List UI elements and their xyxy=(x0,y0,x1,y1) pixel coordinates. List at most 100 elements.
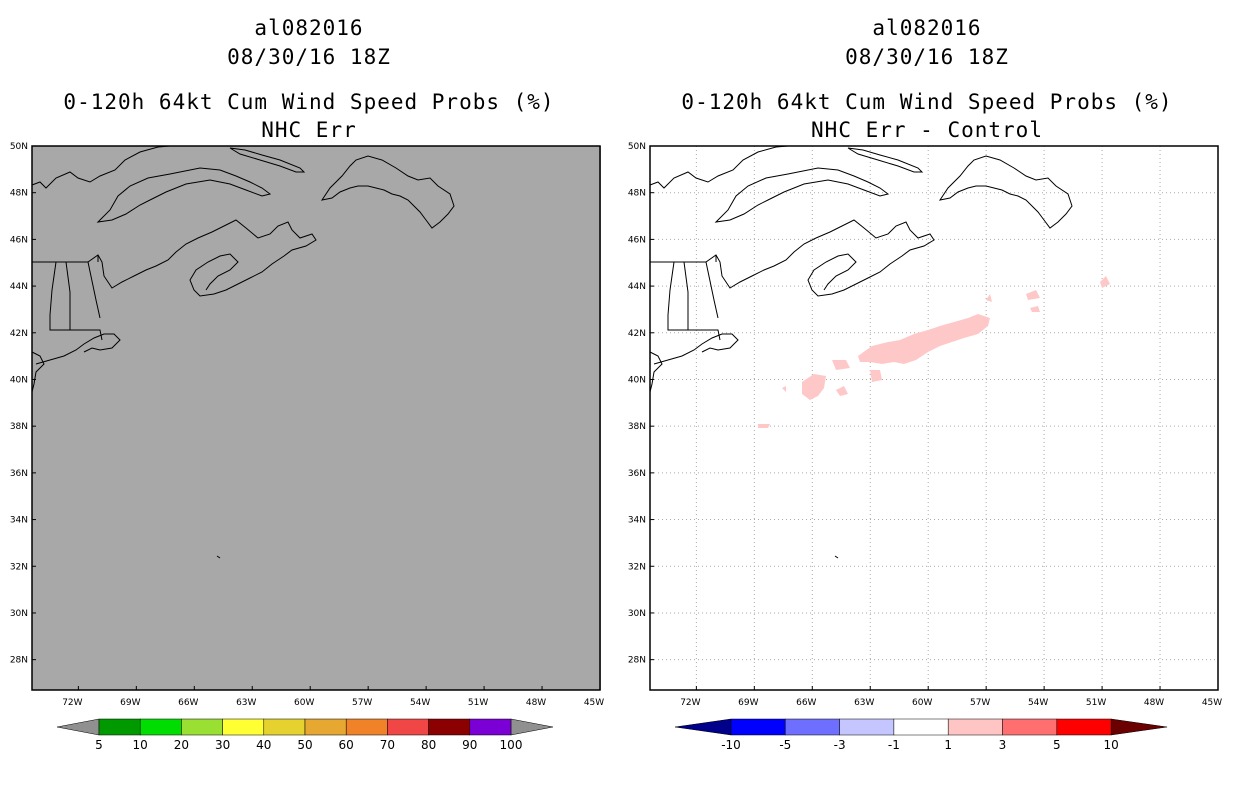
datetime: 08/30/16 18Z xyxy=(845,45,1009,69)
lat-label: 50N xyxy=(628,142,646,152)
storm-id: al082016 xyxy=(254,16,364,40)
lat-label: 40N xyxy=(10,375,28,385)
colorbar-segment xyxy=(730,718,786,736)
colorbar-label: 10 xyxy=(133,738,148,752)
colorbar-segment xyxy=(345,718,388,736)
lat-label: 46N xyxy=(628,235,646,245)
lon-label: 63W xyxy=(854,698,874,708)
lat-label: 28N xyxy=(10,656,28,666)
colorbar-svg: 5 10 20 30 40 50 60 70 80 90 100 xyxy=(56,718,554,752)
colorbar-arrow-right xyxy=(510,718,554,736)
lat-label: 42N xyxy=(10,329,28,339)
colorbar-segment xyxy=(893,718,949,736)
panel-subtitle: NHC Err - Control xyxy=(811,118,1043,142)
colorbar-label: -10 xyxy=(721,738,741,752)
lat-label: 40N xyxy=(628,375,646,385)
colorbar-segment xyxy=(947,718,1003,736)
lon-label: 69W xyxy=(738,698,758,708)
lon-label: 69W xyxy=(120,698,140,708)
lon-label: 45W xyxy=(1202,698,1222,708)
colorbar-label: 5 xyxy=(1053,738,1061,752)
colorbar-segment xyxy=(139,718,182,736)
colorbar-label: 20 xyxy=(174,738,189,752)
lat-label: 50N xyxy=(10,142,28,152)
left-panel: al082016 08/30/16 18Z 0-120h 64kt Cum Wi… xyxy=(10,16,604,752)
colorbar-label: 90 xyxy=(462,738,477,752)
colorbar-label: 60 xyxy=(339,738,354,752)
coastlines xyxy=(649,145,1073,559)
map-plot: 50N 48N 46N 44N 42N 40N 38N 36N 34N 32N 30N 28N 72W 6… xyxy=(10,142,604,708)
colorbar-segment xyxy=(469,718,512,736)
product-title: 0-120h 64kt Cum Wind Speed Probs (%) xyxy=(63,90,555,114)
colorbar-label: 10 xyxy=(1103,738,1118,752)
colorbar-segment xyxy=(263,718,306,736)
lon-label: 66W xyxy=(796,698,816,708)
colorbar-label: 50 xyxy=(297,738,312,752)
lon-label: 48W xyxy=(1144,698,1164,708)
colorbar-svg: -10 -5 -3 -1 1 3 5 10 xyxy=(674,718,1168,752)
lon-label: 54W xyxy=(1028,698,1048,708)
colorbar-label: -1 xyxy=(888,738,900,752)
colorbar-label: 1 xyxy=(944,738,952,752)
lat-label: 44N xyxy=(628,282,646,292)
colorbar-label: 30 xyxy=(215,738,230,752)
lon-label: 51W xyxy=(1086,698,1106,708)
lat-label: 28N xyxy=(628,656,646,666)
colorbar-segment xyxy=(222,718,265,736)
colorbar-segment xyxy=(839,718,895,736)
colorbar-segment xyxy=(387,718,429,736)
lon-label: 63W xyxy=(236,698,256,708)
map-frame xyxy=(649,145,1219,691)
lon-label: 66W xyxy=(178,698,198,708)
colorbar-arrow-left xyxy=(674,718,732,736)
lat-label: 44N xyxy=(10,282,28,292)
lat-label: 34N xyxy=(628,516,646,526)
lat-label: 42N xyxy=(628,329,646,339)
colorbar-segment xyxy=(1002,718,1058,736)
map-plot: 50N 48N 46N 44N 42N 40N 38N 36N 34N 32N 30N 28N 72W 6… xyxy=(628,142,1222,708)
lat-label: 32N xyxy=(10,562,28,572)
colorbar-label: -5 xyxy=(779,738,791,752)
lat-label: 48N xyxy=(10,189,28,199)
lon-label: 57W xyxy=(352,698,372,708)
lon-label: 72W xyxy=(62,698,82,708)
product-title: 0-120h 64kt Cum Wind Speed Probs (%) xyxy=(681,90,1173,114)
lon-label: 54W xyxy=(410,698,430,708)
colorbar-label: 100 xyxy=(500,738,523,752)
lat-label: 30N xyxy=(10,609,28,619)
lat-label: 34N xyxy=(10,516,28,526)
colorbar-segment xyxy=(181,718,223,736)
lat-label: 36N xyxy=(10,469,28,479)
lon-label: 51W xyxy=(468,698,488,708)
storm-id: al082016 xyxy=(872,16,982,40)
colorbar-segment xyxy=(98,718,141,736)
colorbar-label: -3 xyxy=(834,738,846,752)
lat-label: 38N xyxy=(10,422,28,432)
lat-label: 46N xyxy=(10,235,28,245)
lat-label: 32N xyxy=(628,562,646,572)
colorbar-segment xyxy=(428,718,471,736)
lat-label: 30N xyxy=(628,609,646,619)
colorbar-label: 80 xyxy=(421,738,436,752)
map-frame xyxy=(31,145,601,691)
map-background xyxy=(650,146,1218,690)
lon-label: 60W xyxy=(294,698,314,708)
lat-label: 38N xyxy=(628,422,646,432)
lat-label: 48N xyxy=(628,189,646,199)
colorbar-label: 3 xyxy=(999,738,1007,752)
colorbar-label: 40 xyxy=(256,738,271,752)
right-panel: al082016 08/30/16 18Z 0-120h 64kt Cum Wi… xyxy=(618,0,1236,800)
map-background xyxy=(32,146,601,690)
colorbar-label: 5 xyxy=(95,738,103,752)
coastlines xyxy=(31,145,455,559)
datetime: 08/30/16 18Z xyxy=(227,45,391,69)
lon-label: 60W xyxy=(912,698,932,708)
colorbar-segment xyxy=(785,718,840,736)
colorbar-segment xyxy=(304,718,347,736)
lon-label: 72W xyxy=(680,698,700,708)
lat-label: 36N xyxy=(628,469,646,479)
lon-label: 57W xyxy=(970,698,990,708)
colorbar-label: 70 xyxy=(380,738,395,752)
lon-label: 48W xyxy=(526,698,546,708)
colorbar-segment xyxy=(1056,718,1112,736)
